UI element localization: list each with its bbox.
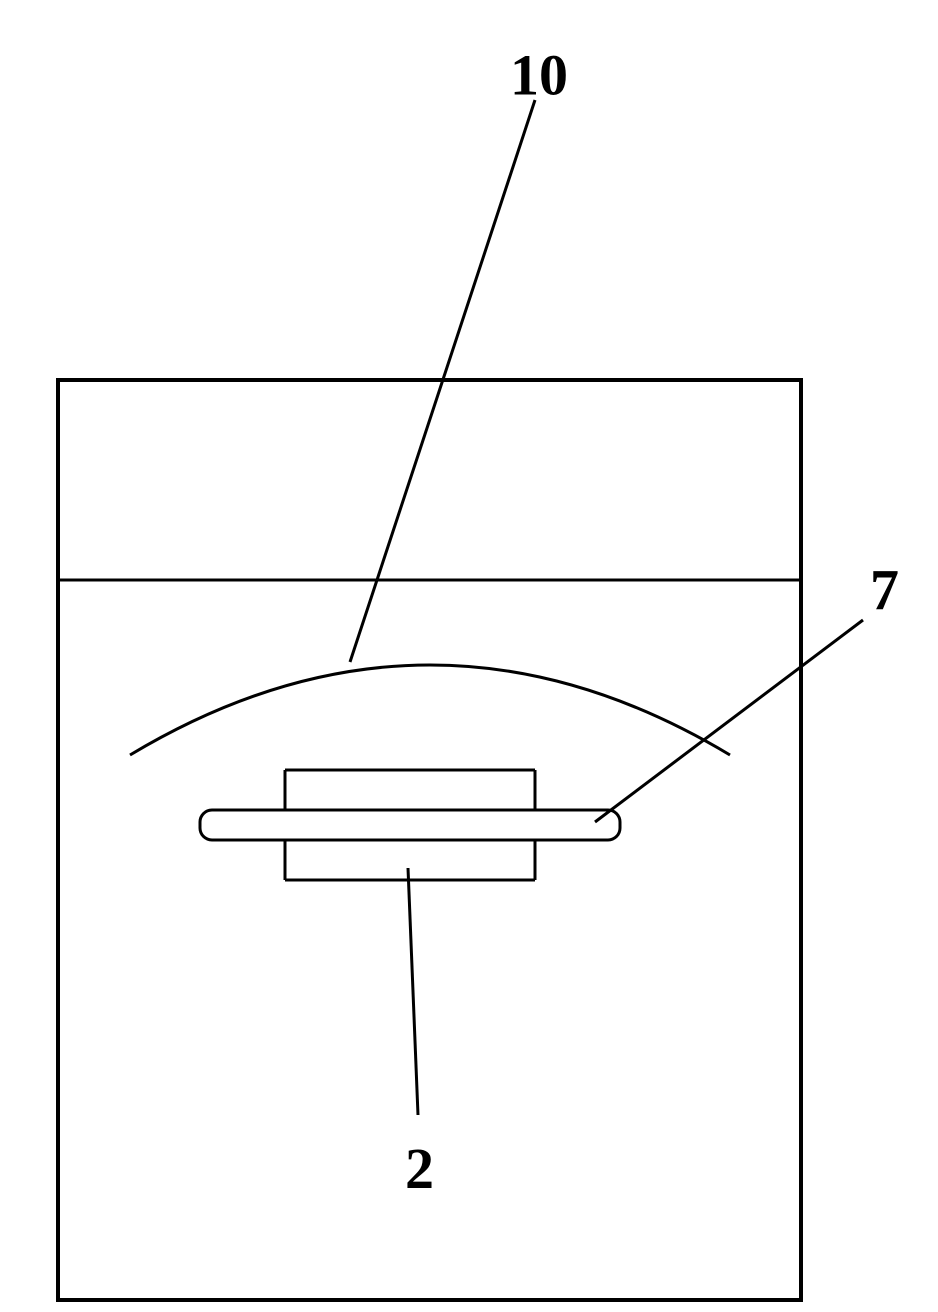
arc-component-10: [130, 665, 730, 755]
leader-line-7: [595, 620, 863, 822]
diagram-svg: [0, 0, 938, 1307]
technical-diagram: 10 7 2: [0, 0, 938, 1307]
label-10: 10: [510, 42, 568, 109]
label-2: 2: [405, 1135, 434, 1202]
horizontal-bar-component-7: [200, 810, 620, 840]
leader-line-2: [408, 868, 418, 1115]
label-7: 7: [870, 557, 899, 624]
